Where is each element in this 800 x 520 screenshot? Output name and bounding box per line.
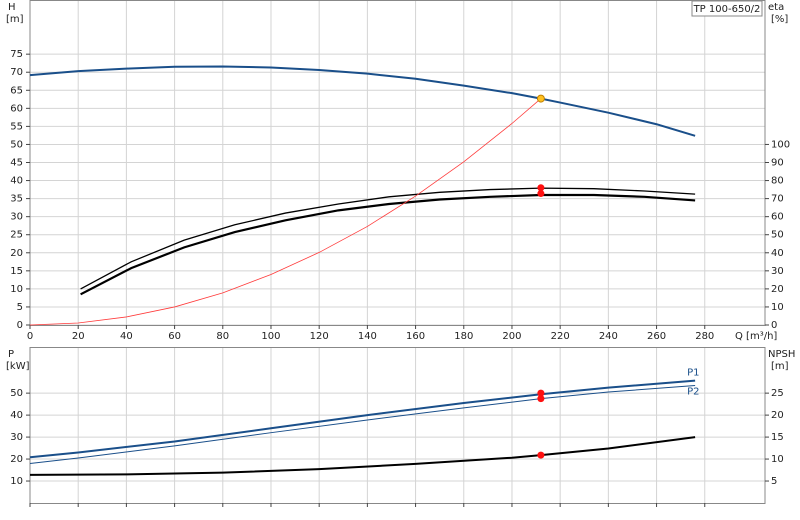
y2-axis-label: NPSH bbox=[768, 349, 795, 360]
title-box bbox=[691, 0, 763, 17]
y-tick-label: 40 bbox=[10, 410, 23, 421]
y2-tick-label: 25 bbox=[771, 388, 784, 399]
operating-point bbox=[536, 94, 545, 103]
x-tick-label: 100 bbox=[261, 331, 280, 342]
legend-label: P1 bbox=[687, 368, 699, 379]
y2-tick-label: 10 bbox=[771, 454, 784, 465]
y-tick-label: 45 bbox=[10, 158, 23, 169]
curve bbox=[29, 98, 542, 326]
y-tick-label: 50 bbox=[10, 388, 23, 399]
x-tick-label: 80 bbox=[216, 331, 229, 342]
y-tick-label: 20 bbox=[10, 248, 23, 259]
y2-tick-label: 60 bbox=[771, 212, 784, 223]
y-tick-label: 60 bbox=[10, 103, 23, 114]
legend-label: P2 bbox=[687, 386, 699, 397]
curve bbox=[80, 187, 696, 290]
y-tick-label: 50 bbox=[10, 139, 23, 150]
plot-frame bbox=[29, 347, 766, 504]
operating-point bbox=[537, 184, 545, 192]
y2-tick-label: 15 bbox=[771, 432, 784, 443]
x-tick-label: 260 bbox=[647, 331, 666, 342]
y2-tick-label: 20 bbox=[771, 284, 784, 295]
y2-tick-label: 90 bbox=[771, 158, 784, 169]
y2-tick-label: 80 bbox=[771, 176, 784, 187]
y2-tick-label: 5 bbox=[771, 476, 777, 487]
operating-point bbox=[537, 451, 545, 459]
x-tick-label: 220 bbox=[551, 331, 570, 342]
y2-tick-label: 70 bbox=[771, 194, 784, 205]
curve bbox=[29, 379, 696, 459]
y-axis-unit: [m] bbox=[6, 14, 24, 25]
y2-tick-label: 20 bbox=[771, 410, 784, 421]
y2-tick-label: 50 bbox=[771, 230, 784, 241]
x-tick-label: 160 bbox=[406, 331, 425, 342]
x-axis-label: Q [m³/h] bbox=[735, 331, 777, 342]
chart-title: TP 100-650/2 bbox=[693, 4, 761, 15]
y2-tick-label: 10 bbox=[771, 302, 784, 313]
x-tick-label: 200 bbox=[502, 331, 521, 342]
curve bbox=[29, 65, 696, 137]
x-tick-label: 60 bbox=[168, 331, 181, 342]
y2-tick-label: 30 bbox=[771, 266, 784, 277]
x-tick-label: 140 bbox=[358, 331, 377, 342]
y-tick-label: 0 bbox=[17, 320, 23, 331]
y-tick-label: 25 bbox=[10, 230, 23, 241]
y-tick-label: 40 bbox=[10, 176, 23, 187]
y-tick-label: 65 bbox=[10, 85, 23, 96]
y-tick-label: 5 bbox=[17, 302, 23, 313]
operating-point bbox=[537, 389, 545, 397]
x-tick-label: 180 bbox=[454, 331, 473, 342]
operating-point bbox=[537, 395, 545, 403]
y-axis-label: P bbox=[8, 349, 14, 360]
x-tick-label: 0 bbox=[27, 331, 33, 342]
y-tick-label: 10 bbox=[10, 476, 23, 487]
y-tick-label: 20 bbox=[10, 454, 23, 465]
y-axis-label: H bbox=[8, 2, 16, 13]
y-axis-unit: [kW] bbox=[6, 361, 30, 372]
y-tick-label: 70 bbox=[10, 67, 23, 78]
x-tick-label: 40 bbox=[120, 331, 133, 342]
y-tick-label: 75 bbox=[10, 49, 23, 60]
x-tick-label: 280 bbox=[695, 331, 714, 342]
curve bbox=[29, 436, 696, 476]
y-tick-label: 35 bbox=[10, 194, 23, 205]
y-tick-label: 30 bbox=[10, 432, 23, 443]
y-tick-label: 10 bbox=[10, 284, 23, 295]
x-tick-label: 240 bbox=[599, 331, 618, 342]
y-tick-label: 15 bbox=[10, 266, 23, 277]
y2-tick-label: 100 bbox=[771, 139, 790, 150]
y2-tick-label: 40 bbox=[771, 248, 784, 259]
y2-axis-unit: [m] bbox=[771, 361, 789, 372]
curve bbox=[80, 193, 696, 296]
y2-axis-label: eta bbox=[768, 2, 784, 13]
x-tick-label: 20 bbox=[72, 331, 85, 342]
x-tick-label: 120 bbox=[310, 331, 329, 342]
y-tick-label: 55 bbox=[10, 121, 23, 132]
y-tick-label: 30 bbox=[10, 212, 23, 223]
curve bbox=[29, 384, 696, 464]
operating-point bbox=[537, 190, 545, 198]
y2-tick-label: 0 bbox=[771, 320, 777, 331]
y2-axis-unit: [%] bbox=[771, 14, 788, 25]
